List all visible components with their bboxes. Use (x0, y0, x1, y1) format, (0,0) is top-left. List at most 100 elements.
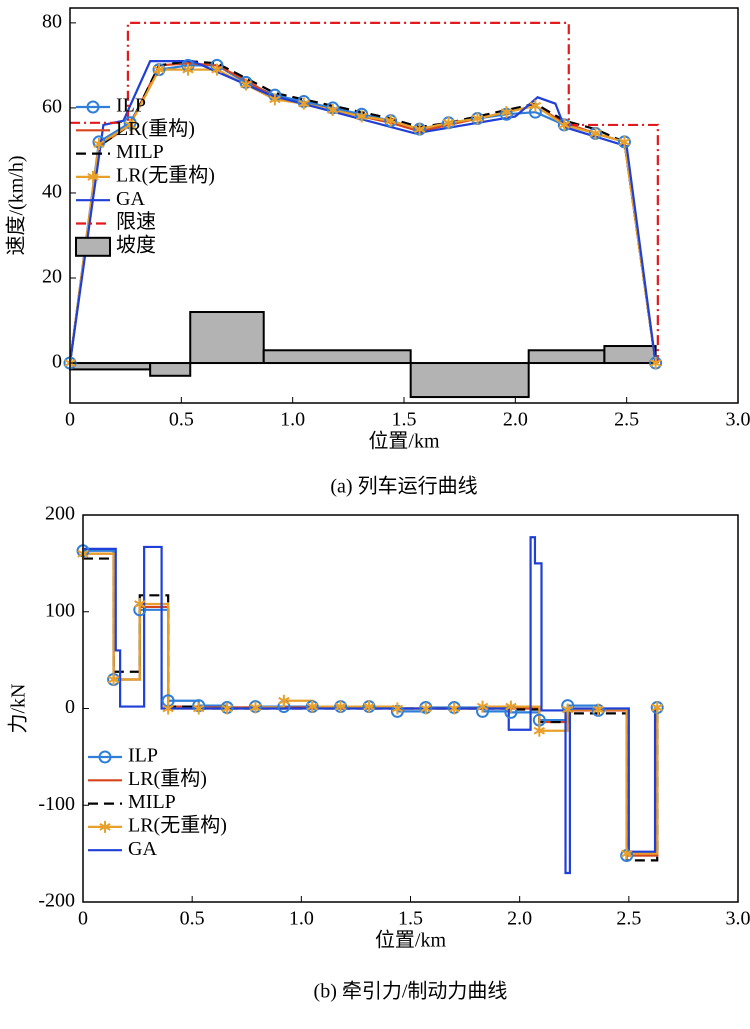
marker (592, 703, 604, 716)
caption: (a) 列车运行曲线 (330, 475, 477, 498)
legend-label: LR(重构) (128, 767, 207, 790)
legend-label: 坡度 (116, 233, 156, 256)
y-tick-label: 0 (65, 696, 75, 718)
marker (500, 106, 513, 119)
x-tick-label: 1.0 (289, 908, 314, 930)
gradient-bar (262, 349, 412, 365)
y-axis-label: 力/kN (7, 684, 30, 734)
x-tick-label: 3.0 (726, 409, 750, 431)
x-tick-label: 2.5 (616, 908, 641, 930)
marker (529, 99, 542, 112)
marker (476, 700, 489, 713)
x-tick-label: 0.5 (180, 908, 205, 930)
marker (269, 93, 281, 106)
marker (211, 63, 223, 76)
legend-label: ILP (128, 745, 158, 767)
marker (306, 700, 318, 713)
y-tick-label: 40 (42, 181, 62, 203)
x-tick-label: 0.5 (169, 409, 194, 431)
legend-marker (98, 750, 112, 764)
marker (298, 97, 310, 110)
marker (420, 702, 432, 715)
x-tick-label: 0 (78, 908, 88, 930)
x-tick-label: 3.0 (726, 908, 750, 930)
marker (562, 703, 574, 716)
marker (391, 702, 404, 715)
marker (355, 110, 368, 123)
legend-label: LR(重构) (116, 117, 195, 140)
marker (193, 702, 205, 715)
x-axis-label: 位置/km (368, 430, 440, 453)
series-line (83, 536, 658, 875)
marker (471, 112, 484, 125)
y-tick-label: 80 (42, 10, 62, 32)
x-tick-label: 1.0 (280, 409, 305, 431)
legend-label: GA (128, 838, 157, 860)
marker (153, 63, 165, 76)
marker (505, 700, 517, 713)
x-tick-label: 1.5 (398, 908, 423, 930)
gradient-bar (527, 349, 606, 365)
x-tick-label: 0 (65, 409, 75, 431)
y-tick-label: -200 (38, 890, 75, 912)
marker (533, 724, 546, 737)
gradient-bar (189, 311, 265, 365)
marker (162, 702, 174, 715)
marker (93, 138, 105, 151)
caption: (b) 牵引力/制动力曲线 (314, 980, 508, 1003)
plot (76, 536, 664, 875)
legend-label: LR(无重构) (128, 813, 227, 836)
gradient-bar (69, 362, 152, 371)
marker (384, 114, 397, 127)
marker (448, 702, 460, 715)
legend-marker (86, 100, 100, 114)
marker (107, 673, 120, 686)
y-tick-label: 200 (45, 503, 75, 525)
gradient-bar (409, 362, 530, 399)
y-tick-label: 100 (45, 599, 75, 621)
legend-marker (99, 820, 111, 833)
marker (589, 127, 602, 140)
legend-label: LR(无重构) (116, 163, 215, 186)
gradient-bar (603, 345, 657, 365)
marker (221, 702, 233, 715)
y-axis-label: 速度/(km/h) (5, 156, 28, 256)
marker (134, 598, 146, 611)
marker (442, 116, 455, 129)
x-tick-label: 2.0 (503, 409, 528, 431)
marker (363, 700, 375, 713)
series-line (70, 21, 659, 364)
y-tick-label: 20 (42, 266, 62, 288)
legend-label: MILP (128, 791, 176, 813)
marker (649, 357, 662, 370)
marker (124, 118, 136, 131)
marker (182, 63, 194, 76)
legend-swatch (75, 236, 111, 257)
legend-label: 限速 (116, 210, 156, 233)
y-tick-label: 60 (42, 96, 62, 118)
plot (63, 21, 663, 399)
marker (558, 118, 571, 131)
x-axis-label: 位置/km (375, 929, 447, 952)
marker (240, 78, 252, 91)
legend-marker (87, 170, 99, 183)
marker (278, 694, 290, 707)
marker (334, 700, 347, 713)
marker (249, 701, 262, 714)
marker (651, 701, 663, 714)
marker (413, 123, 426, 136)
legend-label: MILP (116, 141, 164, 163)
y-tick-label: -100 (38, 793, 75, 815)
legend-label: GA (116, 188, 145, 210)
marker (327, 104, 339, 117)
x-tick-label: 2.0 (507, 908, 532, 930)
legend-label: ILP (116, 95, 146, 117)
x-tick-label: 1.5 (392, 409, 417, 431)
y-tick-label: 0 (52, 351, 62, 373)
marker (618, 135, 631, 148)
marker (620, 847, 633, 860)
gradient-bar (149, 362, 192, 377)
